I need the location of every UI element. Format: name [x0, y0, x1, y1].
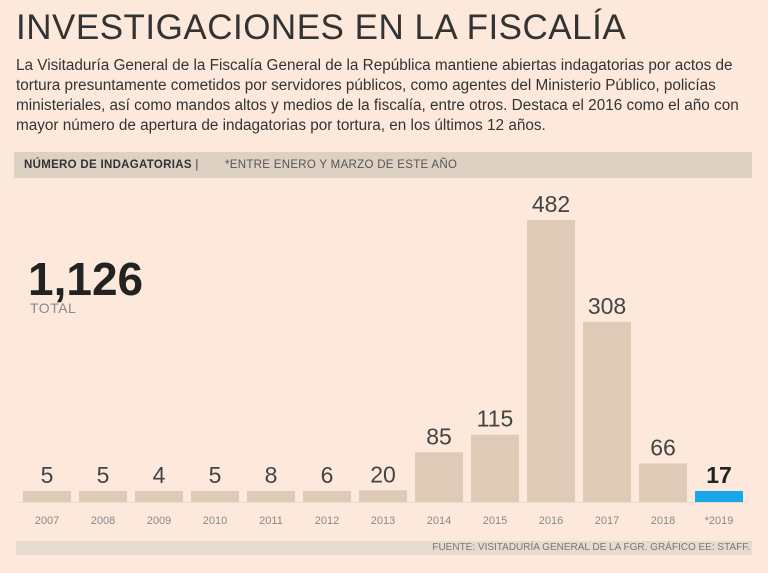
bar-2016 [527, 220, 575, 502]
x-tick-2016: 2016 [539, 515, 563, 527]
data-label-2007: 5 [41, 462, 54, 488]
data-label-2019: 17 [706, 462, 732, 488]
x-tick-2012: 2012 [315, 515, 339, 527]
bar-2010 [191, 491, 239, 502]
data-label-2009: 4 [153, 462, 166, 488]
bar-2014 [415, 452, 463, 502]
total-value: 1,126 [28, 253, 144, 305]
source-text: FUENTE: VISITADURÍA GENERAL DE LA FGR. G… [432, 542, 750, 553]
data-label-2008: 5 [97, 462, 110, 488]
bar-2013 [359, 490, 407, 502]
bar-2017 [583, 321, 631, 502]
chart-note: *ENTRE ENERO Y MARZO DE ESTE AÑO [225, 159, 458, 171]
x-tick-2008: 2008 [91, 515, 115, 527]
chart-header-band: NÚMERO DE INDAGATORIAS | *ENTRE ENERO Y … [14, 152, 752, 178]
bar-2019 [695, 491, 743, 502]
data-label-2011: 8 [265, 462, 278, 488]
x-tick-2017: 2017 [595, 515, 619, 527]
chart-label: NÚMERO DE INDAGATORIAS | [24, 152, 199, 178]
bar-2009 [135, 491, 183, 502]
bar-2018 [639, 463, 687, 502]
x-tick-2014: 2014 [427, 515, 451, 527]
page-title: INVESTIGACIONES EN LA FISCALÍA [16, 8, 627, 47]
bar-2008 [79, 491, 127, 502]
chart-label-separator: | [195, 159, 199, 171]
bar-2015 [471, 434, 519, 502]
bar-2007 [23, 491, 71, 502]
intro-paragraph: La Visitaduría General de la Fiscalía Ge… [16, 57, 739, 134]
x-tick-2015: 2015 [483, 515, 507, 527]
x-tick-2013: 2013 [371, 515, 395, 527]
data-label-2010: 5 [209, 462, 222, 488]
bar-2012 [303, 491, 351, 502]
data-label-2015: 115 [477, 406, 514, 432]
x-tick-2009: 2009 [147, 515, 171, 527]
x-tick-2019: *2019 [705, 515, 734, 527]
bar-2011 [247, 491, 295, 502]
x-tick-2007: 2007 [35, 515, 59, 527]
x-tick-2011: 2011 [259, 515, 283, 527]
data-label-2017: 308 [588, 293, 626, 319]
chart-label-text: NÚMERO DE INDAGATORIAS [24, 159, 192, 171]
x-tick-2010: 2010 [203, 515, 227, 527]
source-footer: FUENTE: VISITADURÍA GENERAL DE LA FGR. G… [16, 541, 752, 555]
data-label-2013: 20 [370, 461, 396, 487]
data-label-2012: 6 [321, 462, 334, 488]
data-label-2016: 482 [532, 191, 570, 217]
data-label-2018: 66 [650, 434, 676, 460]
data-label-2014: 85 [426, 423, 452, 449]
x-tick-2018: 2018 [651, 515, 675, 527]
total-label: TOTAL [30, 300, 77, 316]
